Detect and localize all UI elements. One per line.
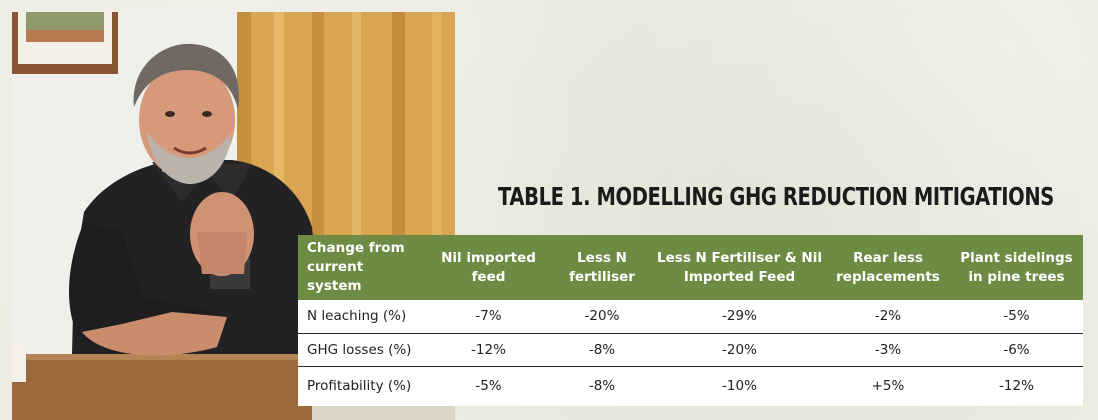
row-label: Profitability (%) xyxy=(307,378,412,395)
table-title: TABLE 1. MODELLING GHG REDUCTION MITIGAT… xyxy=(498,182,1054,211)
table-cell: +5% xyxy=(871,378,905,395)
table-header-row: Change from current system Nil imported … xyxy=(298,235,1083,300)
column-header: Nil imported feed xyxy=(441,249,536,285)
table-cell: -7% xyxy=(475,308,502,325)
table-cell: -6% xyxy=(1003,341,1030,358)
table-cell: -5% xyxy=(1003,308,1030,325)
table-cell: -5% xyxy=(475,378,502,395)
table-cell: -10% xyxy=(722,378,757,395)
table-cell: -20% xyxy=(584,308,620,325)
table-cell: -29% xyxy=(722,308,757,325)
mitigation-table: Change from current system Nil imported … xyxy=(298,235,1083,406)
table-cell: -8% xyxy=(588,341,616,358)
table-cell: -20% xyxy=(722,341,757,358)
column-header: Less N fertiliser xyxy=(569,249,635,285)
table-row: Profitability (%) -5% -8% -10% +5% -12% xyxy=(298,366,1083,406)
column-header: Less N Fertiliser & Nil Imported Feed xyxy=(657,249,822,285)
table-cell: -2% xyxy=(874,308,902,325)
table-cell: -8% xyxy=(588,378,616,395)
table-cell: -12% xyxy=(999,378,1034,395)
column-header: Change from current system xyxy=(307,240,405,294)
row-label: GHG losses (%) xyxy=(307,341,412,358)
column-header: Plant sidelings in pine trees xyxy=(960,249,1073,285)
table-row: GHG losses (%) -12% -8% -20% -3% -6% xyxy=(298,333,1083,366)
row-label: N leaching (%) xyxy=(307,308,407,325)
table-row: N leaching (%) -7% -20% -29% -2% -5% xyxy=(298,300,1083,333)
table-cell: -3% xyxy=(874,341,902,358)
column-header: Rear less replacements xyxy=(836,249,940,285)
table-cell: -12% xyxy=(471,341,506,358)
